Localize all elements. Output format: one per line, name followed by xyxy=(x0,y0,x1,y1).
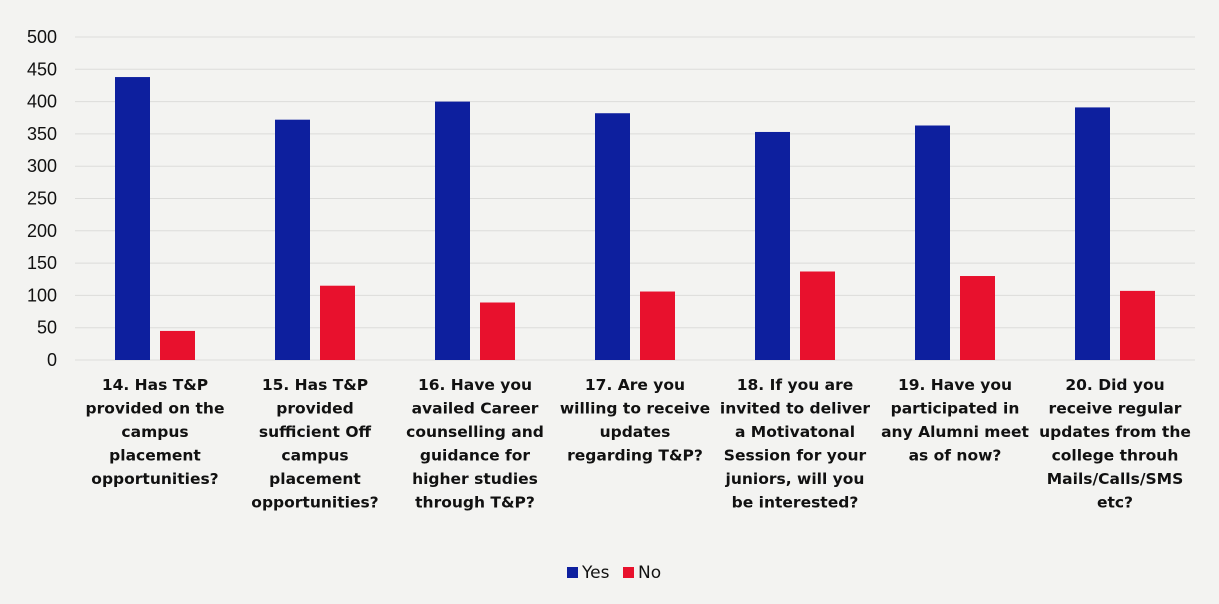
bar-no xyxy=(320,285,355,360)
x-category-label: sufficient Off xyxy=(259,423,372,441)
x-category-label: 19. Have you xyxy=(898,376,1012,394)
x-category-label: counselling and xyxy=(406,423,544,441)
x-category-label: opportunities? xyxy=(251,494,378,512)
x-category-label: through T&P? xyxy=(415,494,535,512)
legend-swatch-no xyxy=(623,567,634,578)
bar-no xyxy=(960,276,995,360)
bar-no xyxy=(800,271,835,360)
bar-yes xyxy=(755,131,790,360)
x-category-label: invited to deliver xyxy=(720,400,870,418)
x-category-label: opportunities? xyxy=(91,470,218,488)
x-category-label: updates from the xyxy=(1039,423,1191,441)
y-tick-label: 0 xyxy=(47,350,57,370)
x-category-label: campus xyxy=(281,447,348,465)
x-category-label: juniors, will you xyxy=(725,470,865,488)
x-category-label: availed Career xyxy=(412,400,539,418)
x-category-label: as of now? xyxy=(909,447,1002,465)
bar-no xyxy=(160,330,195,360)
bar-yes xyxy=(115,77,150,360)
x-category-label: college throuh xyxy=(1052,447,1179,465)
x-category-label: be interested? xyxy=(732,494,859,512)
x-category-label: etc? xyxy=(1097,494,1133,512)
x-category-label: Session for your xyxy=(724,447,867,465)
x-category-label: 18. If you are xyxy=(737,376,854,394)
bar-yes xyxy=(915,125,950,360)
y-tick-label: 350 xyxy=(27,124,57,144)
bar-no xyxy=(1120,290,1155,360)
y-tick-label: 250 xyxy=(27,189,57,209)
x-category-label: regarding T&P? xyxy=(567,447,703,465)
x-category-label: receive regular xyxy=(1049,400,1182,418)
y-tick-label: 100 xyxy=(27,285,57,305)
legend-swatch-yes xyxy=(567,567,578,578)
x-category-label: any Alumni meet xyxy=(881,423,1029,441)
y-tick-label: 150 xyxy=(27,253,57,273)
x-category-label: participated in xyxy=(891,400,1020,418)
y-tick-label: 500 xyxy=(27,27,57,47)
x-category-label: provided on the xyxy=(86,400,225,418)
x-category-label: provided xyxy=(276,400,354,418)
x-category-label: 17. Are you xyxy=(585,376,685,394)
bar-no xyxy=(480,302,515,360)
x-category-label: guidance for xyxy=(420,447,531,465)
bar-yes xyxy=(275,119,310,360)
y-tick-label: 200 xyxy=(27,221,57,241)
bar-yes xyxy=(595,113,630,360)
x-category-label: 16. Have you xyxy=(418,376,532,394)
x-category-label: willing to receive xyxy=(560,400,710,418)
legend-label-no: No xyxy=(638,563,661,583)
bar-yes xyxy=(435,101,470,360)
x-category-label: 14. Has T&P xyxy=(102,376,208,394)
bar-yes xyxy=(1075,107,1110,360)
x-category-label: placement xyxy=(269,470,361,488)
x-category-label: 20. Did you xyxy=(1065,376,1164,394)
y-tick-label: 400 xyxy=(27,92,57,112)
x-category-label: updates xyxy=(600,423,671,441)
y-tick-label: 450 xyxy=(27,59,57,79)
x-category-label: Mails/Calls/SMS xyxy=(1047,470,1184,488)
x-category-label: a Motivatonal xyxy=(735,423,855,441)
y-tick-label: 50 xyxy=(37,318,57,338)
x-category-label: campus xyxy=(121,423,188,441)
y-tick-label: 300 xyxy=(27,156,57,176)
legend-label-yes: Yes xyxy=(581,563,610,583)
x-category-label: placement xyxy=(109,447,201,465)
x-category-label: higher studies xyxy=(412,470,538,488)
x-category-label: 15. Has T&P xyxy=(262,376,368,394)
bar-no xyxy=(640,291,675,360)
